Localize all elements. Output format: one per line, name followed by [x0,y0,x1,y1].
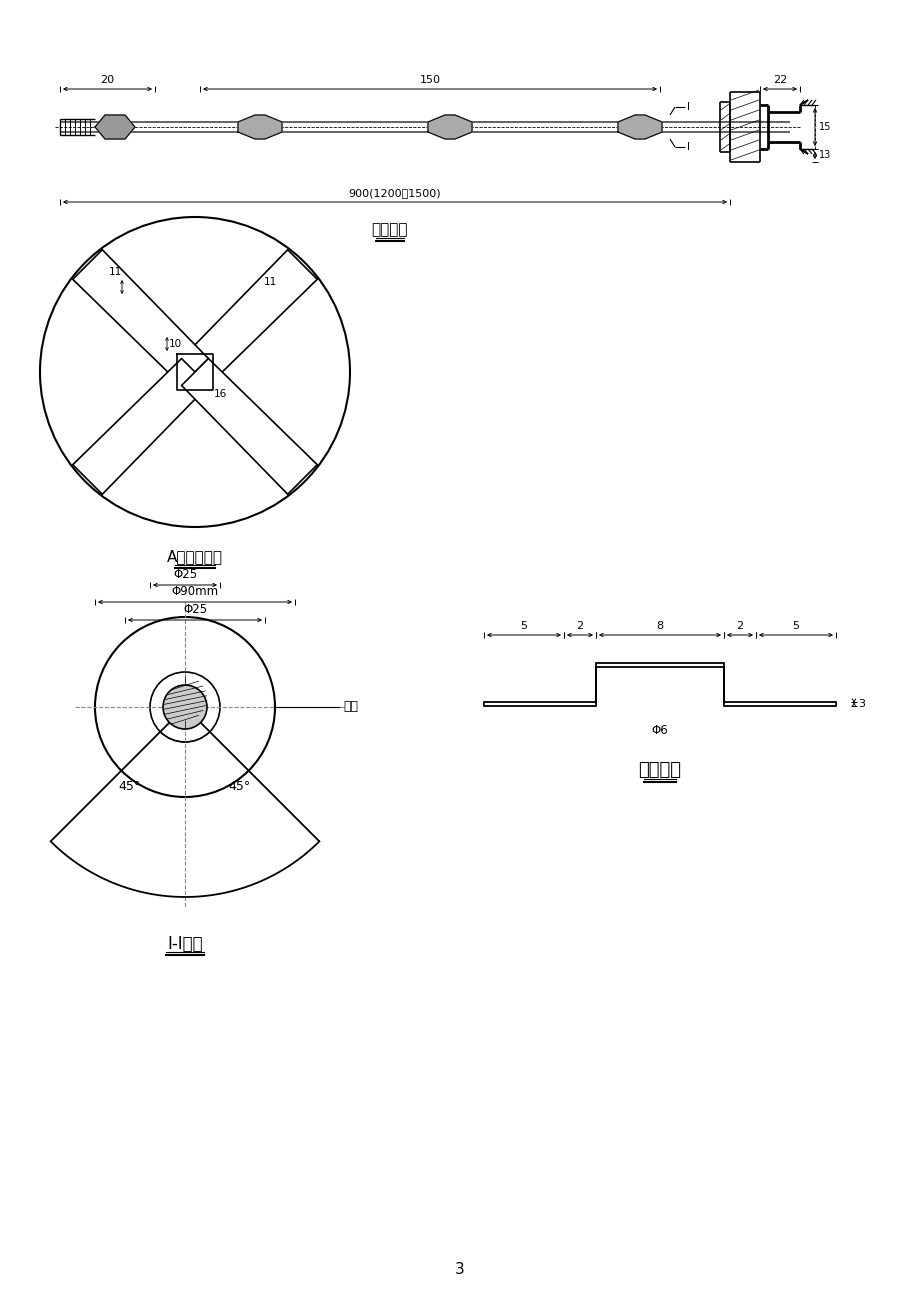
Polygon shape [181,250,317,385]
Text: 16: 16 [213,389,226,398]
Text: 11: 11 [263,277,277,286]
Text: 锚杆详图: 锚杆详图 [371,223,408,237]
Text: 15: 15 [818,122,831,132]
Text: Φ25: Φ25 [173,568,197,581]
Text: 8: 8 [656,621,663,631]
Text: 45°: 45° [229,780,251,793]
Text: I: I [686,142,689,152]
Circle shape [163,685,207,729]
Text: 900(1200、1500): 900(1200、1500) [348,187,441,198]
Polygon shape [483,663,835,706]
Text: 22: 22 [772,76,787,85]
Text: I-I剖面: I-I剖面 [167,935,202,953]
Text: 45°: 45° [119,780,141,793]
Polygon shape [427,115,471,139]
Text: A节点大样图: A节点大样图 [167,549,222,564]
Text: 5: 5 [520,621,527,631]
Text: Φ6: Φ6 [651,724,667,737]
Text: Φ90mm: Φ90mm [171,585,219,598]
Text: 10: 10 [168,339,181,349]
Text: 3: 3 [857,699,864,710]
Polygon shape [73,358,209,495]
Text: 20: 20 [100,76,115,85]
Text: Φ25: Φ25 [183,603,207,616]
Text: 3: 3 [455,1263,464,1277]
Text: I: I [686,102,689,112]
Text: 5: 5 [791,621,799,631]
Polygon shape [181,358,317,495]
Polygon shape [73,250,209,385]
Text: 2: 2 [735,621,743,631]
Text: 150: 150 [419,76,440,85]
Polygon shape [618,115,662,139]
Text: 支架: 支架 [343,700,357,713]
Text: 11: 11 [108,267,121,277]
Polygon shape [238,115,282,139]
Polygon shape [95,115,135,139]
Text: 13: 13 [818,151,831,160]
Text: 2: 2 [576,621,583,631]
Text: 支架详图: 支架详图 [638,760,681,779]
